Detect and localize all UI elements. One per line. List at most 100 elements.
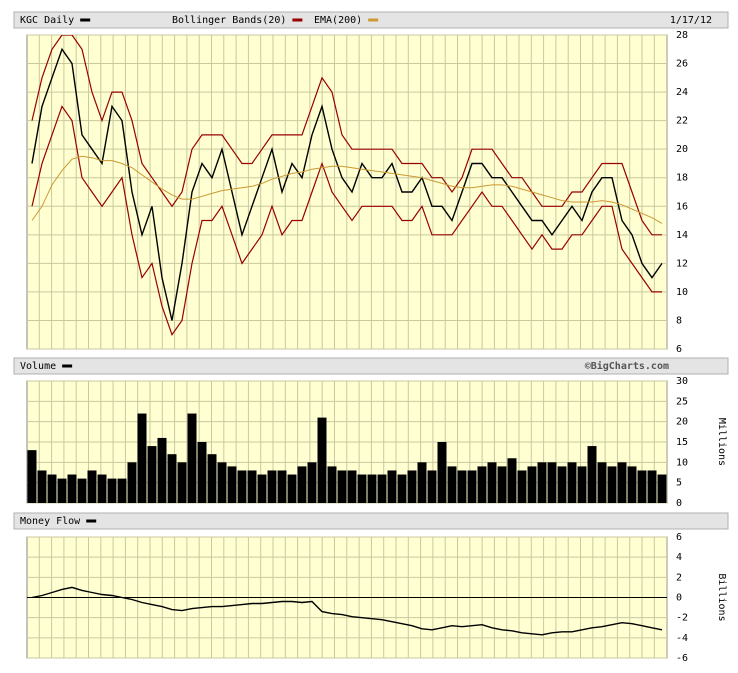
volume-bar	[297, 466, 307, 503]
volume-bar	[227, 466, 237, 503]
volume-bar	[507, 458, 517, 503]
volume-bar	[627, 466, 637, 503]
series-line	[31, 586, 663, 636]
legend-swatch	[292, 18, 303, 22]
volume-bar	[657, 474, 667, 503]
y-tick-label: 25	[676, 396, 688, 407]
volume-bar	[477, 466, 487, 503]
series-line	[31, 47, 663, 321]
panel-header	[13, 512, 729, 530]
panel-header	[13, 357, 729, 375]
volume-bar	[247, 470, 257, 503]
volume-bar	[237, 470, 247, 503]
y-tick-label: 0	[676, 593, 682, 604]
volume-bar	[287, 474, 297, 503]
volume-bar	[467, 470, 477, 503]
volume-bar	[317, 417, 327, 503]
y-tick-label: 22	[676, 116, 688, 127]
volume-bar	[267, 470, 277, 503]
volume-bar	[557, 466, 567, 503]
volume-bar	[197, 442, 207, 503]
volume-bar	[437, 442, 447, 503]
legend-swatch	[86, 519, 97, 523]
legend-label: KGC Daily	[20, 15, 74, 26]
volume-bar	[87, 470, 97, 503]
bollinger-upper	[31, 35, 662, 236]
y-tick-label: 16	[676, 201, 688, 212]
volume-bar	[127, 462, 137, 503]
legend-label: Volume	[20, 361, 56, 372]
legend-swatch	[368, 18, 379, 22]
y-tick-label: 10	[676, 287, 688, 298]
volume-bar	[157, 437, 167, 503]
volume-bar	[97, 474, 107, 503]
y-tick-label: 2	[676, 572, 682, 583]
y-tick-label: 4	[676, 552, 682, 563]
volume-bar	[547, 462, 557, 503]
volume-bar	[397, 474, 407, 503]
y-tick-label: 30	[676, 376, 688, 387]
volume-bar	[27, 450, 37, 503]
volume-bar	[537, 462, 547, 503]
volume-bar	[177, 462, 187, 503]
y-axis-label: Billions	[716, 573, 727, 621]
volume-bar	[377, 474, 387, 503]
y-tick-label: 24	[676, 87, 688, 98]
legend-swatch	[62, 364, 73, 368]
volume-bar	[367, 474, 377, 503]
legend-label: EMA(200)	[314, 15, 362, 26]
bollinger-lower	[31, 105, 662, 336]
legend-label: Bollinger Bands(20)	[172, 15, 286, 26]
volume-bar	[137, 413, 147, 503]
y-tick-label: -4	[676, 633, 688, 644]
volume-bar	[487, 462, 497, 503]
legend-label: Money Flow	[20, 516, 81, 527]
volume-bar	[357, 474, 367, 503]
volume-bar	[637, 470, 647, 503]
y-tick-label: 28	[676, 30, 688, 41]
volume-bar	[587, 446, 597, 503]
volume-bar	[37, 470, 47, 503]
volume-bar	[497, 466, 507, 503]
y-tick-label: 20	[676, 144, 688, 155]
y-tick-label: 26	[676, 59, 688, 70]
y-axis-label: Millions	[716, 418, 727, 466]
volume-bar	[337, 470, 347, 503]
volume-bar	[577, 466, 587, 503]
volume-bar	[47, 474, 57, 503]
volume-bar	[597, 462, 607, 503]
y-tick-label: 15	[676, 437, 688, 448]
volume-bar	[117, 478, 127, 503]
volume-bar	[527, 466, 537, 503]
chart-date: 1/17/12	[670, 15, 712, 26]
y-tick-label: 6	[676, 344, 682, 355]
volume-bar	[307, 462, 317, 503]
y-tick-label: 14	[676, 230, 688, 241]
volume-bar	[517, 470, 527, 503]
credit: ©BigCharts.com	[585, 360, 669, 372]
y-tick-label: 8	[676, 315, 682, 326]
volume-bar	[347, 470, 357, 503]
volume-bar	[187, 413, 197, 503]
legend-swatch	[80, 18, 91, 22]
volume-bar	[407, 470, 417, 503]
y-tick-label: 6	[676, 532, 682, 543]
volume-bar	[277, 470, 287, 503]
volume-bar	[447, 466, 457, 503]
volume-bar	[417, 462, 427, 503]
y-tick-label: 12	[676, 258, 688, 269]
volume-bar	[427, 470, 437, 503]
volume-bar	[147, 446, 157, 503]
y-tick-label: 20	[676, 417, 688, 428]
volume-bar	[617, 462, 627, 503]
volume-bar	[567, 462, 577, 503]
volume-bar	[647, 470, 657, 503]
volume-bar	[257, 474, 267, 503]
y-tick-label: 10	[676, 457, 688, 468]
volume-bar	[67, 474, 77, 503]
y-tick-label: -2	[676, 613, 688, 624]
volume-bar	[327, 466, 337, 503]
y-tick-label: 0	[676, 498, 682, 509]
ema-line	[31, 155, 663, 224]
